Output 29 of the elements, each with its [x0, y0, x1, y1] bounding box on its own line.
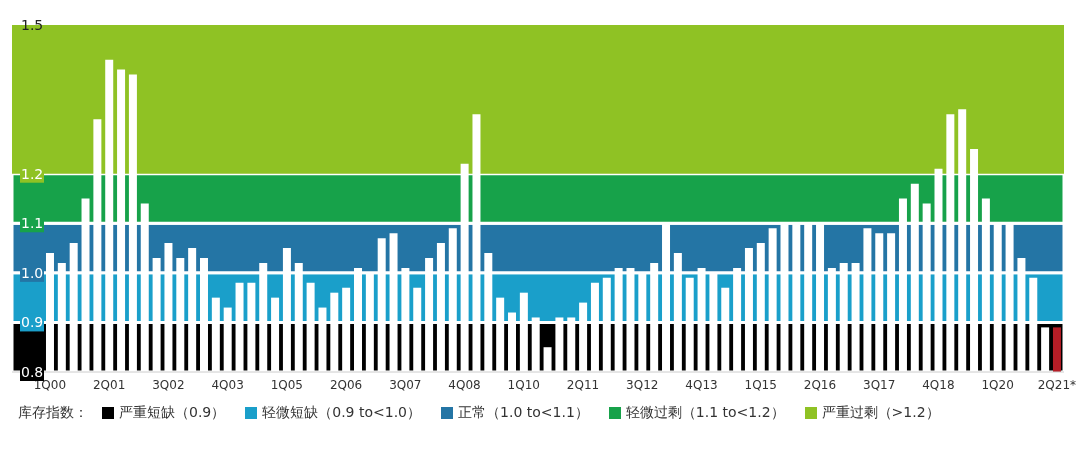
legend-title: 库存指数：: [18, 404, 88, 422]
y-tick-label: 1.2: [21, 165, 44, 182]
x-tick-label: 2Q01: [92, 377, 126, 392]
y-tick-label: 0.8: [21, 363, 44, 380]
x-tick-label: 4Q03: [211, 377, 244, 392]
y-tick-label: 1.0: [21, 264, 44, 281]
x-tick-label: 1Q05: [270, 377, 304, 392]
x-tick-label: 2Q21*: [1037, 377, 1077, 392]
x-tick-label: 4Q18: [922, 377, 955, 392]
y-tick-label: 1.1: [21, 215, 44, 232]
x-tick-label: 2Q06: [329, 377, 363, 392]
x-tick-label: 3Q07: [389, 377, 422, 392]
y-tick-label: 0.9: [21, 314, 44, 331]
x-tick-label: 4Q08: [448, 377, 481, 392]
x-tick-label: 2Q11: [566, 377, 600, 392]
legend-label: 严重过剩（>1.2）: [821, 404, 940, 422]
x-tick-label: 2Q16: [803, 377, 837, 392]
x-tick-label: 1Q20: [981, 377, 1014, 392]
x-tick-label: 1Q10: [507, 377, 540, 392]
legend-label: 正常（1.0 to<1.1）: [458, 404, 589, 422]
legend-label: 轻微短缺（0.9 to<1.0）: [262, 404, 422, 422]
legend-label: 严重短缺（0.9）: [119, 404, 226, 422]
legend-label: 轻微过剩（1.1 to<1.2）: [625, 404, 785, 422]
x-tick-label: 4Q13: [685, 377, 718, 392]
x-tick-label: 1Q00: [33, 377, 67, 392]
x-tick-label: 1Q15: [744, 377, 777, 392]
x-tick-label: 3Q17: [863, 377, 896, 392]
x-tick-label: 3Q02: [152, 377, 185, 392]
x-tick-label: 3Q12: [626, 377, 659, 392]
